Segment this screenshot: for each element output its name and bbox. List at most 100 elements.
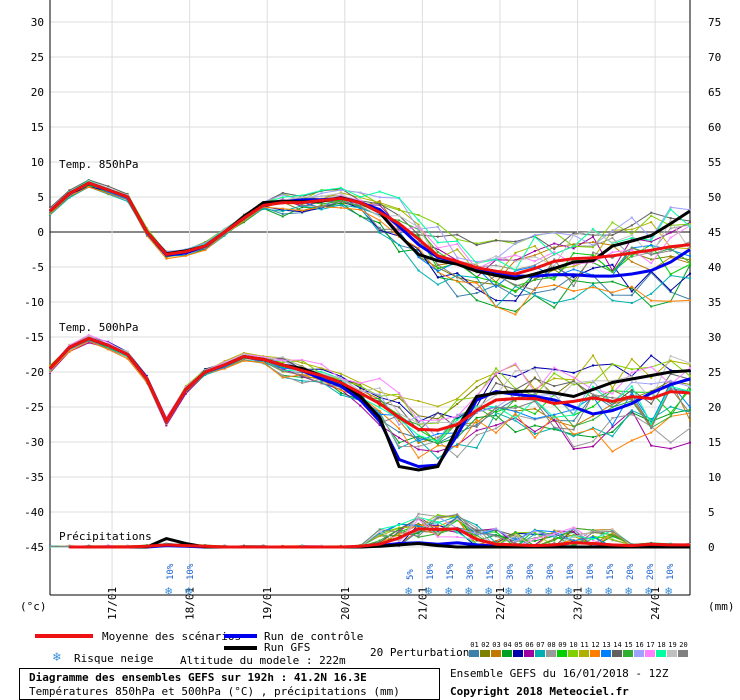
perturbation-point [669,359,672,362]
perturbation-point [611,435,614,438]
perturbation-point [495,427,498,430]
snowflake-icon: ❄ [185,584,192,598]
perturbation-point [378,410,381,413]
perturbation-point [689,362,691,365]
perturbation-point [145,227,148,230]
perturbation-point [650,240,653,243]
perturbation-point [398,406,401,409]
perturbation-point [592,286,595,289]
perturbation-point [417,226,420,229]
perturbation-point [398,401,401,404]
perturbation-point [495,367,498,370]
perturbation-point [514,404,517,407]
perturbation-point [553,530,556,533]
snow-risk-row: 10% ❄ 10% ❄ 5% ❄ 10% ❄ 15% ❄ 30% ❄ 15% ❄ 30% ❄ 30% ❄ 30% ❄ 1… [165,563,676,598]
perturbation-point [630,391,633,394]
perturbation-point [436,283,439,286]
perturbation-point [359,386,362,389]
perturbation-point [514,313,517,316]
perturbation-point [669,447,672,450]
perturbation-point [630,375,633,378]
perturbation-point [669,236,672,239]
perturbation-point [436,457,439,460]
snow-risk-pct: 30% [466,563,476,580]
perturbation-point [611,406,614,409]
snowflake-icon: ❄ [425,584,432,598]
perturbation-point [68,349,71,352]
perturbation-point [650,271,653,274]
perturbation-point [630,260,633,263]
perturbation-point [417,422,420,425]
perturbation-point [417,423,420,426]
left-axis-unit: (°c) [20,600,47,613]
snow-risk-pct: 10% [186,563,196,580]
perturbation-point [495,393,498,396]
perturbation-point [320,192,323,195]
perturbation-point [68,344,71,347]
perturbation-point [611,234,614,237]
perturbation-point [533,245,536,248]
left-tick-label: 0 [37,226,44,239]
perturbation-point [689,223,691,226]
perturbation-point [533,388,536,391]
perturbation-point [456,455,459,458]
perturbation-point [553,258,556,261]
perturbation-point [262,361,265,364]
right-tick-label: 35 [708,296,721,309]
series-line-precip [69,537,690,549]
perturbation-point [417,448,420,451]
perturbation-point [630,247,633,250]
perturbation-point [359,382,362,385]
perturbation-point [592,251,595,254]
perturbation-point [689,427,691,430]
perturbation-point [242,353,245,356]
perturbation-point [456,418,459,421]
perturbation-point [456,280,459,283]
perturbation-point [553,419,556,422]
perturbation-point [514,363,517,366]
perturbation-point [495,431,498,434]
perturbation-point [475,425,478,428]
perturbation-point [378,532,381,535]
perturbation-point [339,377,342,380]
perturbation-point [107,341,110,344]
perturbation-point [456,413,459,416]
perturbation-point [572,245,575,248]
perturbation-point [378,201,381,204]
right-tick-label: 10 [708,471,721,484]
perturbation-point [204,242,207,245]
perturbation-point [320,380,323,383]
perturbation-point [514,537,517,540]
perturbation-point [592,261,595,264]
perturbation-point [572,433,575,436]
perturbation-point [417,248,420,251]
snow-risk-pct: 30% [526,563,536,580]
perturbation-point [553,278,556,281]
perturbation-point [495,410,498,413]
perturbation-point [417,439,420,442]
perturbation-point [262,207,265,210]
perturbation-point [436,267,439,270]
perturbation-point [339,192,342,195]
perturbation-point [592,385,595,388]
perturbation-point [592,536,595,539]
perturbation-point [475,529,478,532]
perturbation-point [669,355,672,358]
perturbation-point [49,369,51,372]
perturbation-point [417,512,420,515]
perturbation-point [281,191,284,194]
perturbation-point [378,213,381,216]
perturbation-point [630,409,633,412]
perturbation-point [398,441,401,444]
perturbation-point [630,224,633,227]
perturbation-point [417,415,420,418]
perturbation-point [281,361,284,364]
perturbation-point [689,240,691,243]
perturbation-point [495,305,498,308]
perturbation-point [339,372,342,375]
perturbation-point [398,219,401,222]
perturbation-line [49,179,691,253]
perturbation-point [495,255,498,258]
perturbation-point [417,530,420,533]
perturbation-point [223,234,226,237]
